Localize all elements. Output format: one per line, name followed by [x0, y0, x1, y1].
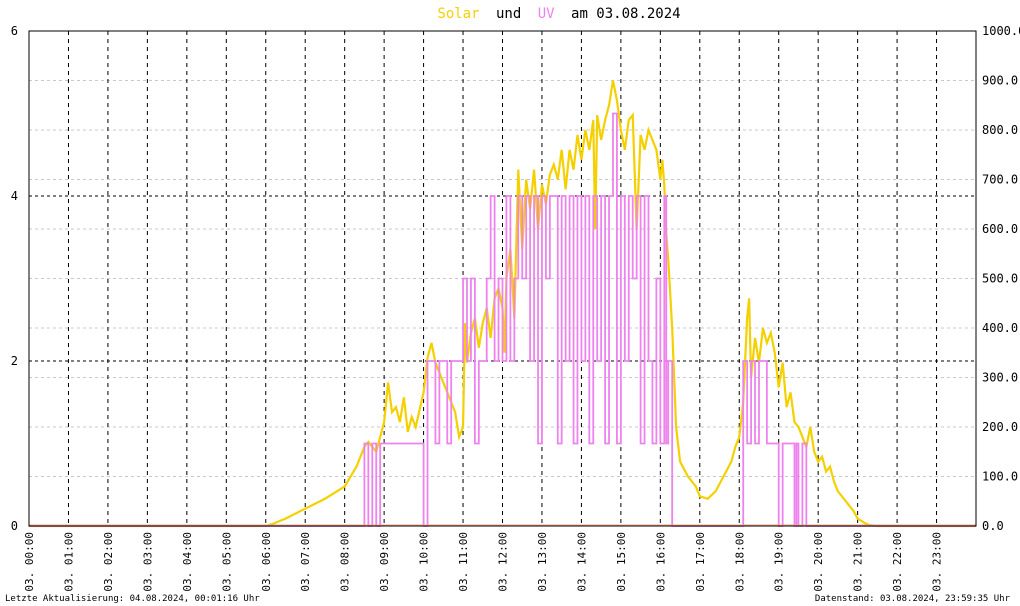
right-axis-ticks: 0.0 100.0 200.0 300.0 400.0 500.0 600.0 700.0 80…: [982, 24, 1020, 533]
x-tick-label: 03. 00:00: [23, 532, 36, 592]
x-tick-label: 03. 07:00: [299, 532, 312, 592]
right-tick-label: 100.0: [982, 470, 1018, 484]
right-tick-label: 600.0: [982, 222, 1018, 236]
left-tick-label: 0: [11, 519, 18, 533]
series-line-uv: [29, 112, 976, 527]
right-tick-label: 400.0: [982, 321, 1018, 335]
x-tick-label: 03. 16:00: [654, 532, 667, 592]
x-tick-label: 03. 11:00: [457, 532, 470, 592]
left-axis-ticks: 0 2 4 6: [11, 24, 18, 533]
right-tick-label: 300.0: [982, 371, 1018, 385]
x-tick-label: 03. 06:00: [260, 532, 273, 592]
chart-title: Solar und UV am 03.08.2024: [437, 6, 680, 22]
footer-last-update: Letzte Aktualisierung: 04.08.2024, 00:01…: [5, 594, 260, 604]
x-tick-label: 03. 08:00: [339, 532, 352, 592]
x-tick-label: 03. 10:00: [418, 532, 431, 592]
x-tick-label: 03. 20:00: [812, 532, 825, 592]
series-line-solar: [29, 80, 976, 528]
right-tick-label: 1000.0: [982, 24, 1020, 38]
x-tick-label: 03. 23:00: [931, 532, 944, 592]
right-tick-label: 800.0: [982, 123, 1018, 137]
right-tick-label: 0.0: [982, 519, 1004, 533]
x-tick-label: 03. 17:00: [694, 532, 707, 592]
left-tick-label: 4: [11, 189, 18, 203]
x-tick-label: 03. 14:00: [575, 532, 588, 592]
x-tick-label: 03. 03:00: [141, 532, 154, 592]
x-tick-label: 03. 01:00: [62, 532, 75, 592]
grid: [29, 31, 976, 526]
x-axis-ticks: 03. 00:00 03. 01:00 03. 02:00 03. 03:00 03. …: [23, 532, 944, 592]
x-tick-label: 03. 09:00: [378, 532, 391, 592]
x-tick-label: 03. 13:00: [536, 532, 549, 592]
x-tick-label: 03. 18:00: [733, 532, 746, 592]
right-tick-label: 700.0: [982, 173, 1018, 187]
x-tick-label: 03. 22:00: [891, 532, 904, 592]
x-tick-label: 03. 05:00: [220, 532, 233, 592]
x-tick-label: 03. 12:00: [497, 532, 510, 592]
footer-data-timestamp: Datenstand: 03.08.2024, 23:59:35 Uhr: [815, 594, 1011, 604]
right-tick-label: 900.0: [982, 74, 1018, 88]
title-und: und: [496, 6, 521, 22]
axes: [28, 30, 977, 527]
left-tick-label: 6: [11, 24, 18, 38]
title-solar: Solar: [437, 6, 479, 22]
x-tick-label: 03. 04:00: [181, 532, 194, 592]
plot-frame: [28, 30, 977, 527]
right-tick-label: 500.0: [982, 272, 1018, 286]
x-tick-label: 03. 15:00: [615, 532, 628, 592]
title-date: am 03.08.2024: [571, 6, 681, 22]
left-tick-label: 2: [11, 354, 18, 368]
title-uv: UV: [538, 6, 555, 22]
right-tick-label: 200.0: [982, 420, 1018, 434]
x-tick-label: 03. 21:00: [852, 532, 865, 592]
x-tick-label: 03. 02:00: [102, 532, 115, 592]
x-tick-label: 03. 19:00: [773, 532, 786, 592]
